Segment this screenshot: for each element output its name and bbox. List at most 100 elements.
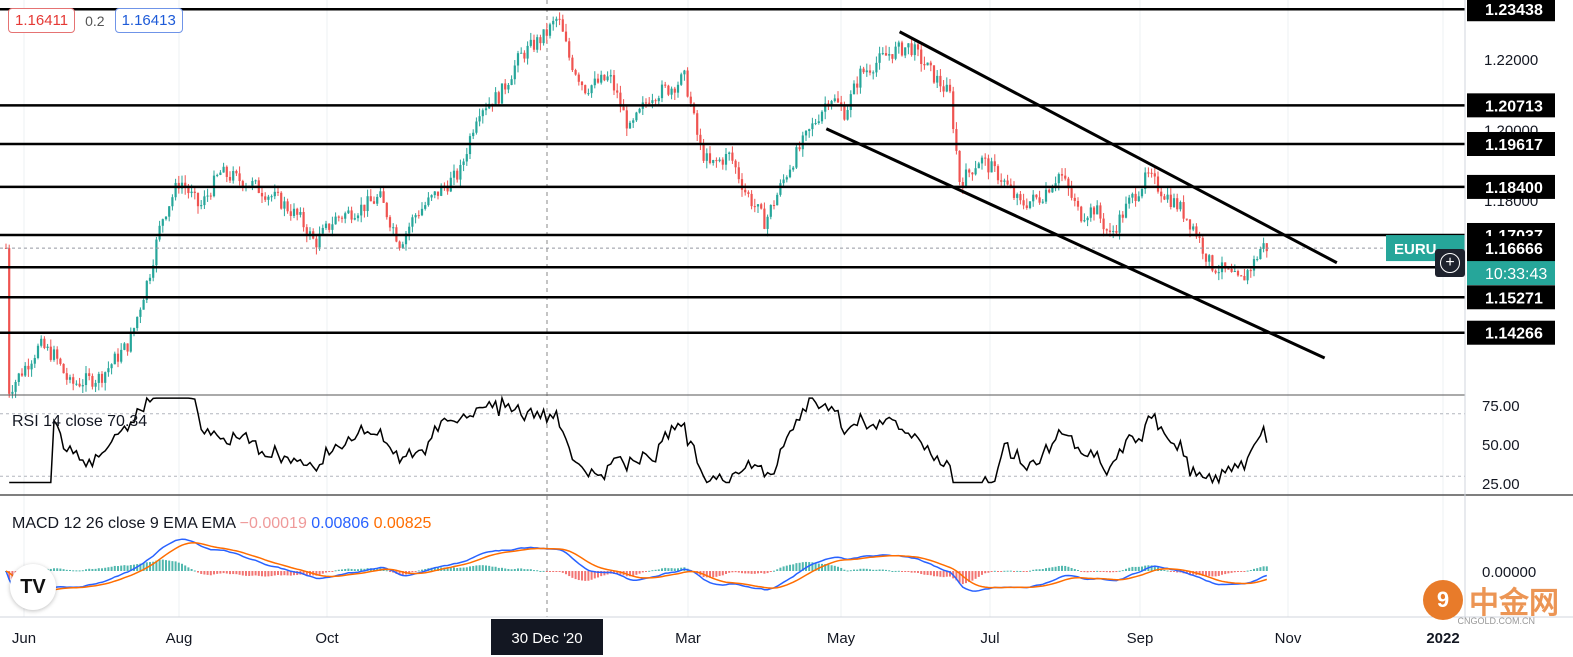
candle-up: [1044, 189, 1048, 202]
candle-down: [539, 37, 542, 44]
macd-hist-bar: [184, 565, 187, 571]
time-tick-label: Aug: [166, 630, 193, 647]
macd-hist-bar: [171, 561, 174, 571]
macd-hist-bar: [1077, 569, 1079, 571]
macd-hist-bar: [302, 571, 305, 575]
candle-down: [264, 196, 267, 200]
candle-up: [974, 168, 977, 175]
macd-hist-bar: [187, 567, 190, 571]
add-alert-button[interactable]: +: [1435, 249, 1465, 277]
candle-down: [456, 170, 459, 180]
macd-hist-bar: [923, 571, 926, 575]
macd-hist-bar: [248, 571, 251, 576]
macd-hist-bar: [865, 568, 868, 571]
macd-hist-bar: [1169, 571, 1172, 572]
candle-down: [276, 191, 280, 193]
candle-up: [635, 112, 638, 121]
macd-hist-bar: [571, 571, 574, 578]
macd-hist-bar: [949, 571, 951, 577]
candle-up: [129, 334, 132, 352]
macd-hist-bar: [565, 571, 567, 575]
macd-hist-bar: [417, 570, 420, 572]
candle-down: [942, 86, 945, 92]
candle-down: [8, 248, 11, 394]
candle-down: [1048, 189, 1051, 193]
candle-up: [1192, 226, 1195, 230]
candle-down: [836, 98, 840, 103]
candle-up: [776, 194, 779, 206]
macd-hist-bar: [1000, 571, 1003, 572]
candle-up: [683, 70, 686, 75]
buy-price-button[interactable]: 1.16413: [114, 8, 183, 33]
candle-down: [564, 31, 568, 42]
macd-hist-bar: [504, 568, 507, 571]
candle-down: [692, 103, 696, 114]
macd-hist-bar: [1249, 569, 1252, 571]
candle-up: [769, 205, 772, 217]
sell-price-button[interactable]: 1.16411: [8, 8, 76, 33]
candle-up: [379, 191, 382, 197]
macd-hist-bar: [721, 571, 724, 576]
macd-hist-bar: [110, 566, 113, 571]
macd-hist-bar: [955, 571, 958, 581]
candle-down: [337, 216, 340, 218]
macd-hist-bar: [705, 571, 708, 578]
candle-down: [1153, 173, 1156, 177]
macd-hist-bar: [1112, 571, 1115, 573]
candle-up: [865, 70, 868, 73]
macd-hist-bar: [78, 570, 81, 572]
candle-up: [472, 132, 475, 137]
candle-up: [782, 179, 785, 184]
macd-hist-bar: [581, 571, 583, 581]
candle-up: [24, 365, 27, 376]
candle-down: [1038, 197, 1041, 203]
macd-hist-bar: [539, 570, 542, 572]
macd-hist-bar: [72, 570, 75, 572]
candle-up: [779, 183, 782, 195]
candle-down: [884, 53, 888, 56]
macd-hist-bar: [1045, 568, 1047, 571]
candle-up: [542, 29, 545, 44]
macd-hist-bar: [8, 571, 11, 580]
macd-hist-bar: [254, 571, 257, 576]
macd-hist-bar: [145, 562, 148, 571]
candle-up: [356, 215, 360, 219]
candle-up: [1051, 187, 1054, 193]
candle-up: [1089, 207, 1092, 218]
candle-down: [20, 373, 24, 376]
macd-hist-bar: [305, 571, 308, 576]
candle-down: [612, 75, 616, 91]
macd-hist-bar: [117, 566, 119, 571]
macd-pane: MACD 12 26 close 9 EMA EMA −0.00019 0.00…: [0, 494, 1573, 618]
candle-up: [411, 217, 414, 227]
candle-up: [718, 159, 721, 162]
candle-down: [305, 227, 308, 236]
candle-up: [593, 78, 596, 86]
level-label: 1.20713: [1485, 98, 1543, 115]
macd-hist-bar: [744, 571, 747, 574]
candle-up: [148, 277, 152, 281]
macd-hist-bar: [446, 568, 449, 571]
candle-up: [811, 123, 814, 130]
candle-up: [552, 20, 555, 25]
macd-hist-bar: [933, 571, 935, 577]
candle-down: [1099, 205, 1102, 219]
macd-hist-bar: [869, 569, 871, 571]
macd-hist-bar: [593, 571, 596, 579]
candle-down: [686, 70, 689, 97]
macd-hist-bar: [1221, 571, 1223, 575]
candle-down: [1240, 275, 1243, 277]
candle-down: [753, 206, 756, 208]
candle-up: [1131, 193, 1134, 198]
candle-down: [798, 147, 801, 150]
candle-up: [728, 152, 731, 154]
candle-up: [913, 44, 916, 56]
candle-down: [968, 169, 971, 173]
macd-hist-bar: [88, 568, 91, 571]
candle-up: [120, 349, 123, 362]
macd-hist-bar: [795, 563, 798, 571]
tradingview-logo[interactable]: TV: [10, 564, 56, 610]
rsi-pane: RSI 14 close 70.34: [0, 394, 1465, 485]
macd-hist-bar: [1032, 569, 1035, 571]
